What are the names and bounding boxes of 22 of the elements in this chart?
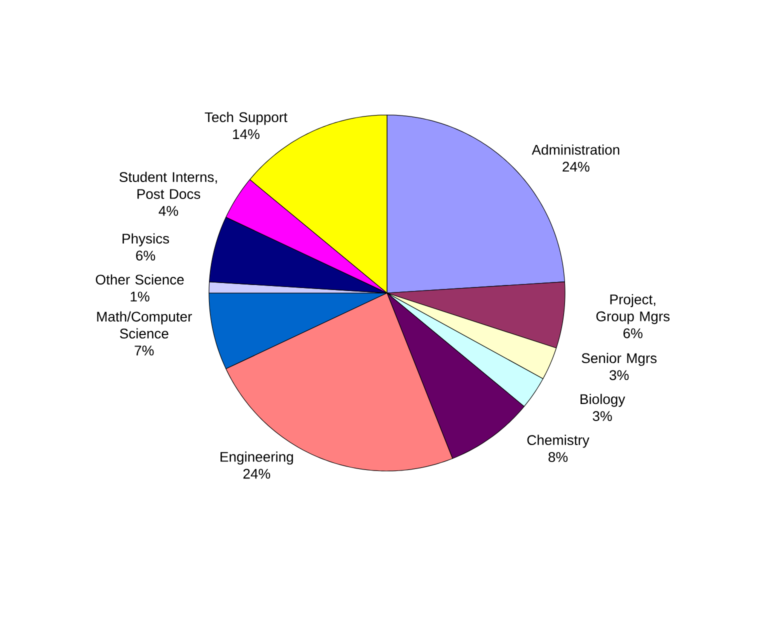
slice-label: Student Interns, Post Docs xyxy=(120,172,217,199)
slice-label: Engineering xyxy=(220,452,293,465)
data-label: 6% xyxy=(136,250,156,261)
slice-label: Tech Support xyxy=(204,112,288,125)
slice-label: Physics xyxy=(122,233,170,246)
slice-label: Administration xyxy=(532,144,620,155)
data-label: 24% xyxy=(243,468,270,479)
data-label: 4% xyxy=(158,206,178,216)
slice-label: Other Science xyxy=(96,274,184,285)
data-label: 7% xyxy=(134,346,154,356)
data-label: 6% xyxy=(623,328,642,338)
data-label: 3% xyxy=(610,370,629,380)
slice-label: Biology xyxy=(580,394,626,407)
data-label: 8% xyxy=(548,452,568,462)
slice-label: Math/Computer Science xyxy=(97,311,192,339)
data-label: 14% xyxy=(233,129,260,140)
slice-label: Project, Group Mgrs xyxy=(596,294,670,324)
slice-label: Senior Mgrs xyxy=(582,352,657,366)
slice-label: Chemistry xyxy=(527,434,590,448)
data-label: 1% xyxy=(130,292,150,302)
data-label: 24% xyxy=(562,162,590,172)
data-label: 3% xyxy=(592,411,612,422)
